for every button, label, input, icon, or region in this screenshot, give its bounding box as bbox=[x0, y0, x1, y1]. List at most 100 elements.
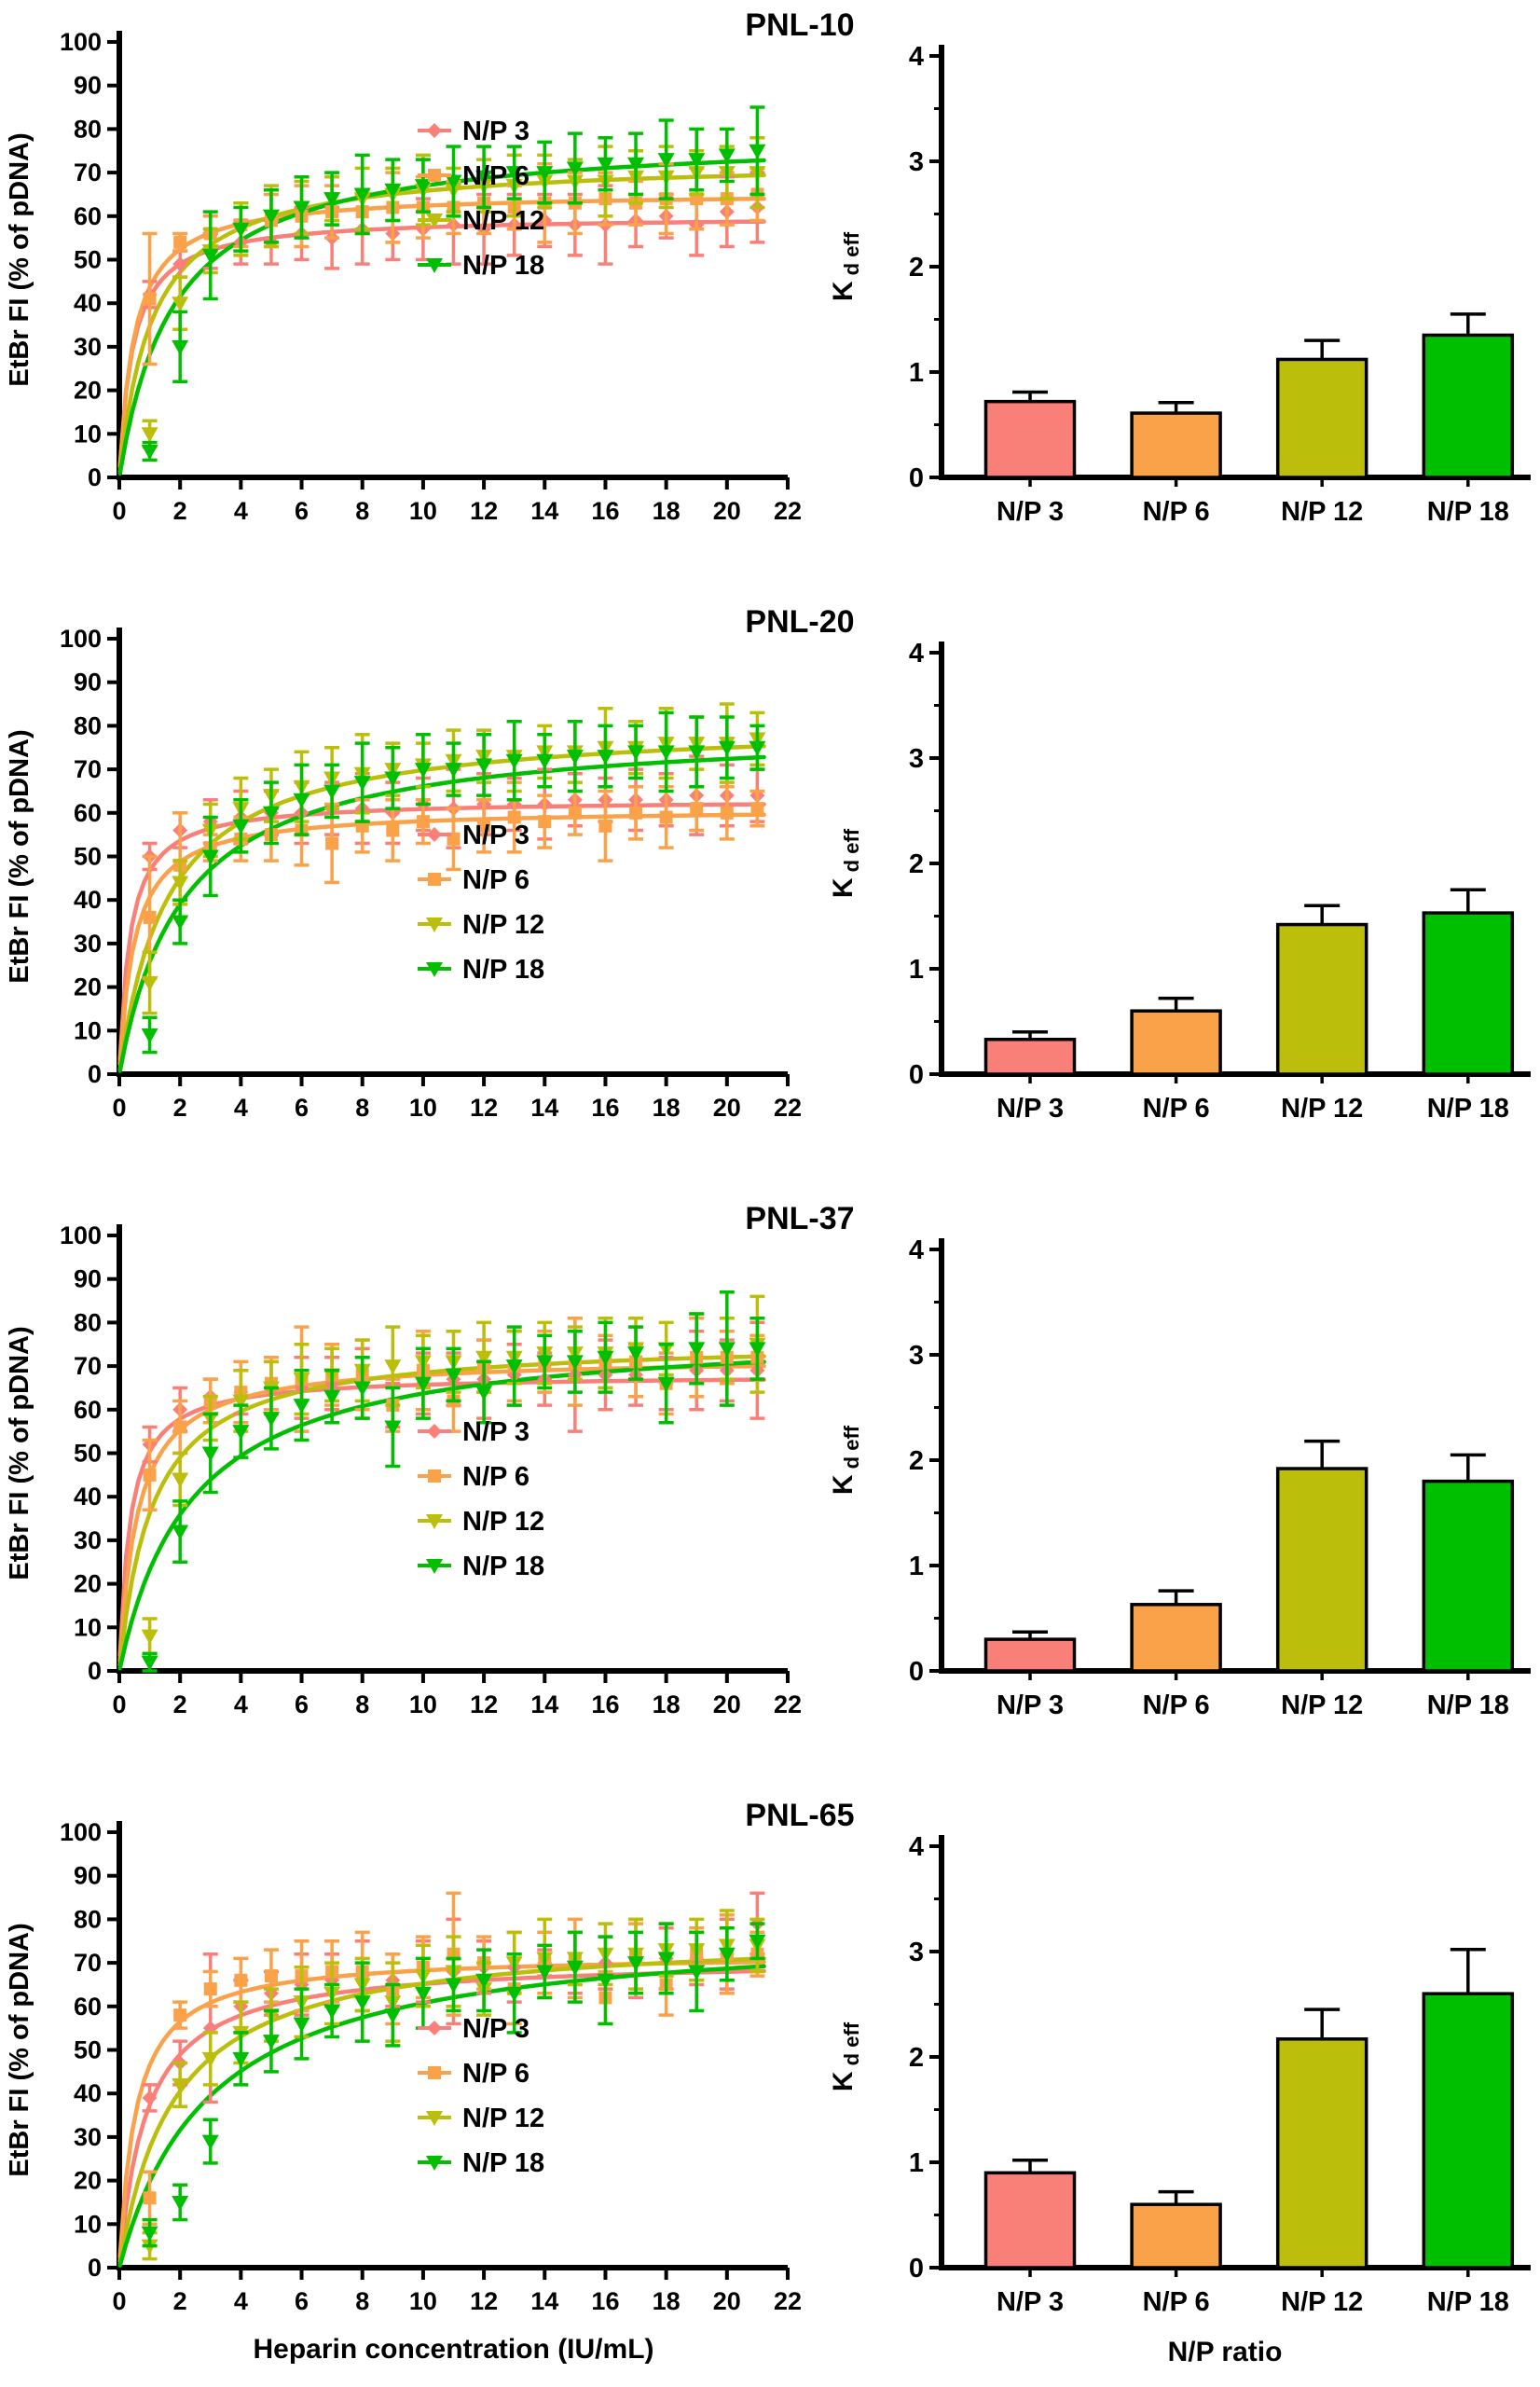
data-point bbox=[720, 806, 734, 820]
fit-curve-np12 bbox=[117, 1354, 766, 1667]
fit-curve-np18 bbox=[117, 1359, 766, 1671]
legend-label: N/P 3 bbox=[462, 2014, 529, 2044]
bar-chart: 0 1 2 3 4 K d eff N/P 3 N/P 6 N/P 12 N/P 18 bbox=[820, 597, 1540, 1194]
x-tick-label: 6 bbox=[295, 497, 309, 525]
data-point bbox=[141, 427, 158, 443]
x-tick-label: 16 bbox=[591, 1094, 619, 1122]
data-point bbox=[173, 2008, 187, 2022]
y-tick-label: 0 bbox=[909, 1060, 924, 1090]
data-point bbox=[353, 1381, 371, 1397]
y-tick-label: 40 bbox=[74, 2079, 102, 2107]
legend-marker bbox=[427, 827, 442, 842]
y-ticks: 0 10 20 30 40 50 60 70 80 90 100 bbox=[60, 625, 119, 1088]
legend-label: N/P 6 bbox=[462, 161, 529, 191]
bar-category-label: N/P 12 bbox=[1281, 2287, 1363, 2317]
data-point bbox=[445, 1368, 462, 1384]
y-tick-label: 30 bbox=[74, 333, 102, 361]
bar-np12 bbox=[1275, 2037, 1368, 2270]
x-axis-title: Heparin concentration (IU/mL) bbox=[253, 2334, 653, 2365]
y-tick-label: 0 bbox=[88, 1657, 102, 1685]
fit-curve-np12 bbox=[117, 1956, 766, 2267]
series-np18 bbox=[141, 105, 766, 462]
data-point bbox=[353, 776, 371, 792]
y-tick-label: 2 bbox=[909, 849, 924, 879]
bar-np6 bbox=[1130, 411, 1222, 479]
data-point bbox=[657, 1952, 675, 1967]
data-point bbox=[627, 1956, 645, 1972]
fit-curve-np12 bbox=[117, 172, 766, 475]
data-point bbox=[201, 2051, 219, 2067]
x-tick-label: 16 bbox=[591, 1690, 619, 1718]
bar-category-label: N/P 18 bbox=[1427, 2287, 1509, 2317]
x-tick-label: 8 bbox=[355, 497, 369, 525]
data-point bbox=[262, 1412, 280, 1428]
data-point bbox=[414, 179, 432, 195]
x-tick-label: 22 bbox=[774, 2287, 802, 2315]
data-point bbox=[597, 1350, 614, 1366]
data-point bbox=[598, 819, 612, 833]
y-tick-label: 3 bbox=[909, 1341, 924, 1371]
y-tick-label: 50 bbox=[74, 246, 102, 274]
data-point bbox=[141, 444, 158, 460]
scatter-chart: 0 10 20 30 40 50 60 70 80 90 100 0 2 4 6 8 10 12 14 16 18 20 2… bbox=[0, 1194, 820, 1790]
legend-marker bbox=[428, 873, 441, 886]
x-tick-label: 4 bbox=[234, 1690, 248, 1718]
series-np18 bbox=[141, 1290, 766, 1673]
tspan-shape: d eff bbox=[840, 2021, 863, 2071]
panel-title: PNL-10 bbox=[745, 7, 855, 43]
data-point bbox=[416, 815, 430, 829]
x-tick-label: 22 bbox=[774, 1690, 802, 1718]
tspan-shape: d eff bbox=[840, 1425, 863, 1474]
data-point bbox=[172, 297, 189, 312]
data-point bbox=[172, 915, 189, 931]
legend: N/P 3 N/P 6 N/P 12 N/P 18 bbox=[418, 117, 544, 281]
legend-marker bbox=[427, 123, 442, 138]
x-tick-label: 0 bbox=[112, 1094, 126, 1122]
data-point bbox=[232, 819, 250, 835]
data-point bbox=[659, 810, 673, 824]
y-tick-label: 60 bbox=[74, 799, 102, 827]
x-tick-label: 16 bbox=[591, 497, 619, 525]
x-tick-label: 22 bbox=[774, 1094, 802, 1122]
legend-marker bbox=[426, 1514, 443, 1529]
data-point bbox=[293, 1399, 310, 1414]
y-tick-label: 4 bbox=[909, 1235, 924, 1265]
data-point bbox=[749, 740, 766, 756]
x-tick-label: 16 bbox=[591, 2287, 619, 2315]
data-point bbox=[353, 187, 371, 203]
x-tick-label: 8 bbox=[355, 1690, 369, 1718]
bar-np18 bbox=[1422, 333, 1515, 479]
data-point bbox=[201, 849, 219, 865]
bar-category-label: N/P 12 bbox=[1281, 497, 1363, 527]
tspan-shape: K bbox=[828, 281, 859, 301]
y-tick-label: 30 bbox=[74, 930, 102, 958]
legend: N/P 3 N/P 6 N/P 12 N/P 18 bbox=[418, 2014, 544, 2178]
data-point bbox=[141, 2226, 158, 2242]
data-point bbox=[445, 763, 462, 779]
bar-category-label: N/P 6 bbox=[1143, 497, 1210, 527]
fit-curve-np18 bbox=[117, 1964, 766, 2268]
y-tick-label: 80 bbox=[74, 1308, 102, 1336]
bar-category-label: N/P 3 bbox=[997, 497, 1064, 527]
y-tick-label: 30 bbox=[74, 1526, 102, 1554]
y-tick-label: 50 bbox=[74, 1440, 102, 1468]
data-point bbox=[264, 1969, 278, 1983]
data-point bbox=[690, 802, 704, 816]
bar-category-label: N/P 3 bbox=[997, 1690, 1064, 1720]
data-point bbox=[142, 2090, 158, 2105]
y-tick-label: 2 bbox=[909, 2043, 924, 2073]
x-tick-label: 18 bbox=[653, 1094, 681, 1122]
fit-curve-np6 bbox=[117, 812, 766, 1067]
y-tick-label: 100 bbox=[60, 1818, 102, 1846]
data-point bbox=[718, 1342, 736, 1358]
fit-curve-np12 bbox=[117, 744, 766, 1072]
legend-marker bbox=[428, 2066, 441, 2079]
data-point bbox=[657, 745, 675, 761]
data-point bbox=[323, 192, 341, 208]
x-tick-label: 0 bbox=[112, 497, 126, 525]
legend-label: N/P 3 bbox=[462, 1417, 529, 1447]
x-tick-label: 10 bbox=[409, 1094, 437, 1122]
y-tick-label: 80 bbox=[74, 1905, 102, 1933]
scatter-svg: 0 10 20 30 40 50 60 70 80 90 100 0 2 4 6 8 10 12 14 16 18 20 2… bbox=[5, 1818, 802, 2365]
y-tick-label: 20 bbox=[74, 377, 102, 405]
